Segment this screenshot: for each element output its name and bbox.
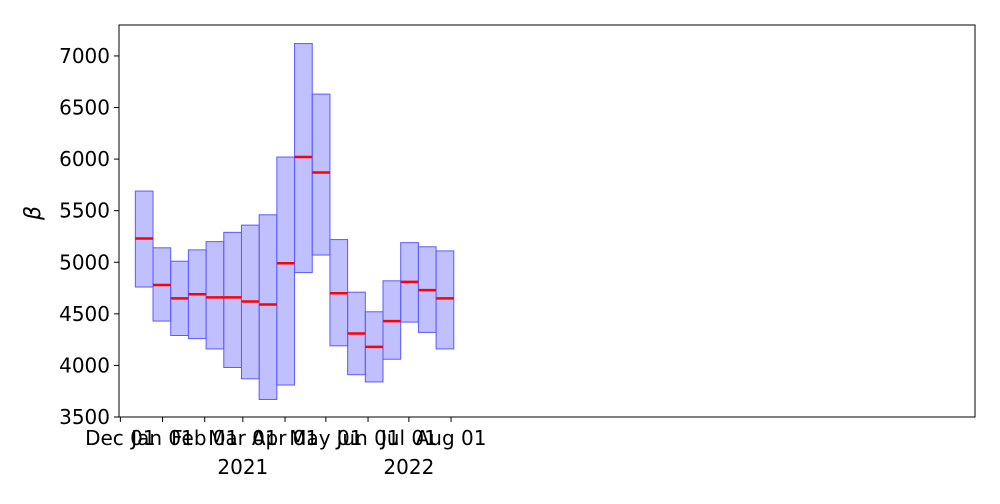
boxes-layer xyxy=(134,43,455,400)
y-tick-label-5500: 5500 xyxy=(59,199,110,223)
range-box-8 xyxy=(258,214,278,400)
y-tick-label-6000: 6000 xyxy=(59,147,110,171)
x-tick-label-7: Jun 01 xyxy=(335,426,400,450)
x-tick-label-5: Apr 01 xyxy=(252,426,318,450)
x-tick-label-6: May 01 xyxy=(289,426,362,450)
y-tick-label-6500: 6500 xyxy=(59,96,110,120)
range-box-9 xyxy=(276,156,296,386)
y-axis-label: β xyxy=(21,206,46,221)
y-tick-label-3500: 3500 xyxy=(59,405,110,429)
range-box-18 xyxy=(435,250,455,350)
x-tick-label-2: Jan 01 xyxy=(129,426,194,450)
x-year-label-1: 2021 xyxy=(217,455,268,479)
range-box-6 xyxy=(223,231,242,368)
range-box-5 xyxy=(205,241,225,350)
x-tick-label-4: Mar 01 xyxy=(208,426,278,450)
x-tick-label-8: Jul 01 xyxy=(379,426,437,450)
plot-area-frame xyxy=(118,24,976,418)
x-year-label-2: 2022 xyxy=(383,455,434,479)
y-tick-label-5000: 5000 xyxy=(59,250,110,274)
x-tick-label-1: Dec 01 xyxy=(85,426,156,450)
medians-layer xyxy=(135,155,454,349)
y-tick-label-4000: 4000 xyxy=(59,353,110,377)
y-axis: 3500 4000 4500 5000 5500 6000 6500 7000 xyxy=(59,44,119,429)
x-tick-label-3: Feb 01 xyxy=(171,426,238,450)
y-tick-label-4500: 4500 xyxy=(59,302,110,326)
range-box-11 xyxy=(311,93,331,256)
x-tick-label-9: Aug 01 xyxy=(416,426,487,450)
y-tick-label-7000: 7000 xyxy=(59,44,110,68)
